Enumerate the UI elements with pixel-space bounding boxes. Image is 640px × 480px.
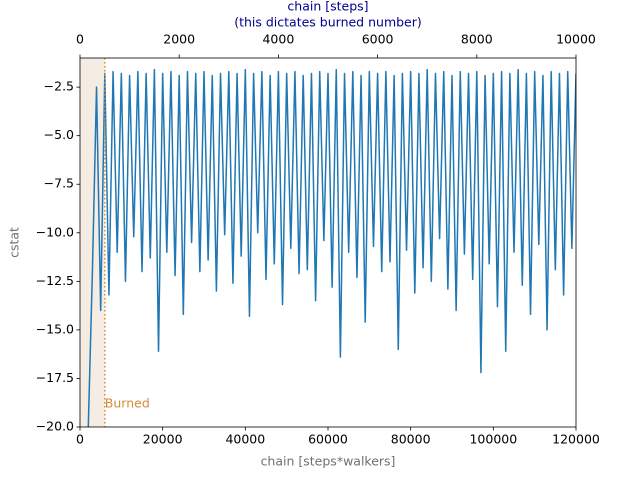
x2-tick-label: 2000 [163, 32, 195, 47]
y-tick-label: −15.0 [36, 321, 74, 336]
y-tick-label: −17.5 [36, 370, 74, 385]
x-tick-label: 0 [76, 432, 84, 447]
x2-axis-label: (this dictates burned number) [234, 15, 422, 30]
x2-tick-label: 6000 [362, 32, 394, 47]
trace-line [87, 68, 576, 427]
x-axis-label: chain [steps*walkers] [261, 454, 396, 469]
x2-tick-label: 8000 [461, 32, 493, 47]
x-tick-label: 20000 [143, 432, 183, 447]
x2-tick-label: 4000 [262, 32, 294, 47]
x-tick-label: 120000 [552, 432, 600, 447]
y-tick-label: −2.5 [44, 79, 74, 94]
x2-tick-label: 0 [76, 32, 84, 47]
x-tick-label: 80000 [391, 432, 431, 447]
x-tick-label: 40000 [225, 432, 265, 447]
y-tick-label: −7.5 [44, 176, 74, 191]
y-tick-label: −10.0 [36, 224, 74, 239]
y-tick-label: −20.0 [36, 419, 74, 434]
x2-axis-label: chain [steps] [287, 0, 368, 14]
burn-label: Burned [105, 396, 150, 411]
x2-tick-label: 10000 [556, 32, 596, 47]
x-tick-label: 60000 [308, 432, 348, 447]
y-axis-label: cstat [7, 227, 22, 258]
y-tick-label: −5.0 [44, 127, 74, 142]
y-tick-label: −12.5 [36, 273, 74, 288]
x-tick-label: 100000 [469, 432, 517, 447]
